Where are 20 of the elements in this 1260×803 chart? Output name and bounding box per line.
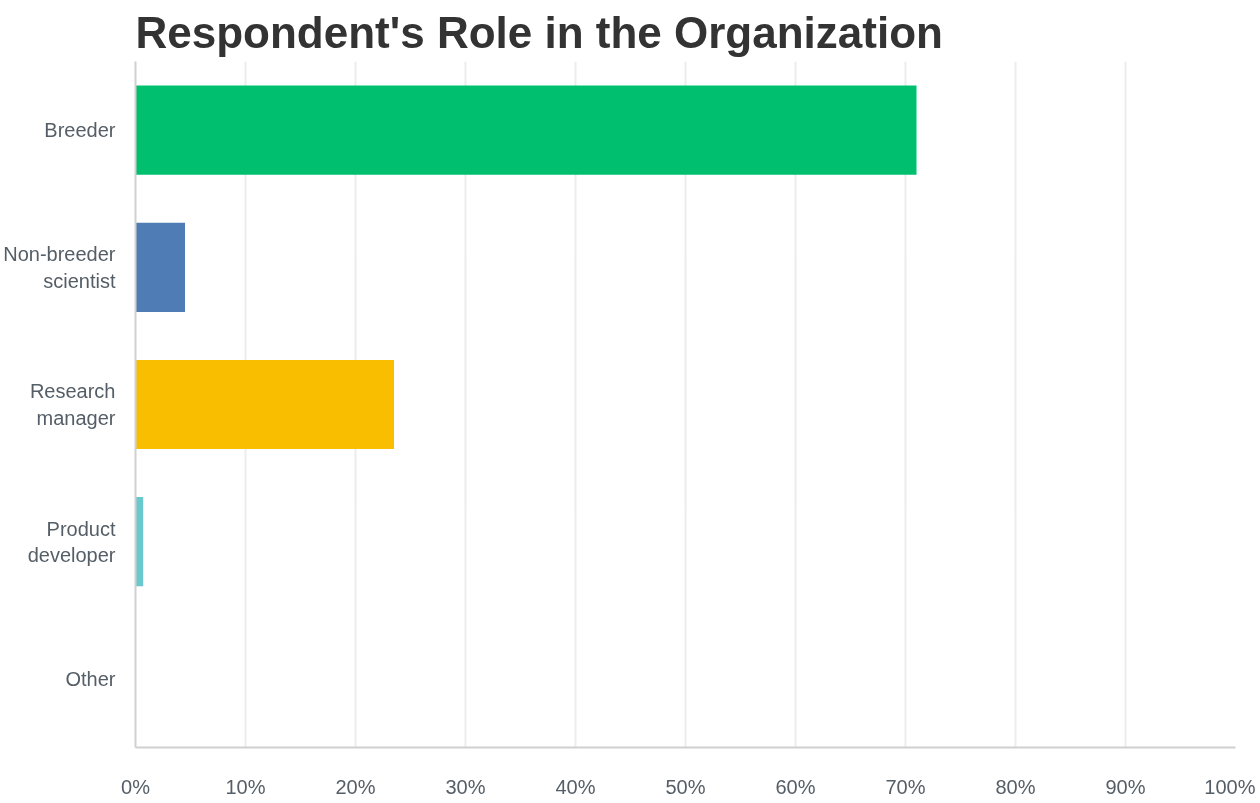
bar (135, 85, 917, 175)
bar (135, 359, 394, 450)
x-tick-label: 10% (225, 775, 266, 798)
x-tick-label: 50% (665, 775, 706, 798)
x-tick-label: 100% (1204, 775, 1256, 798)
x-tick-label: 30% (445, 775, 486, 798)
x-tick-label: 60% (775, 775, 816, 798)
y-tick-label: Product developer (27, 517, 116, 566)
x-tick-label: 40% (555, 775, 596, 798)
y-tick-label: Non-breeder scientist (3, 243, 116, 292)
x-tick-label: 80% (995, 775, 1036, 798)
y-tick-label: Other (65, 667, 116, 690)
x-tick-label: 90% (1105, 775, 1146, 798)
y-tick-label: Research manager (29, 380, 116, 429)
x-tick-label: 0% (121, 775, 151, 798)
x-tick-label: 70% (885, 775, 926, 798)
chart-title: Respondent's Role in the Organization (135, 7, 943, 57)
bar (135, 222, 185, 312)
x-tick-label: 20% (335, 775, 376, 798)
y-tick-label: Breeder (44, 119, 116, 142)
